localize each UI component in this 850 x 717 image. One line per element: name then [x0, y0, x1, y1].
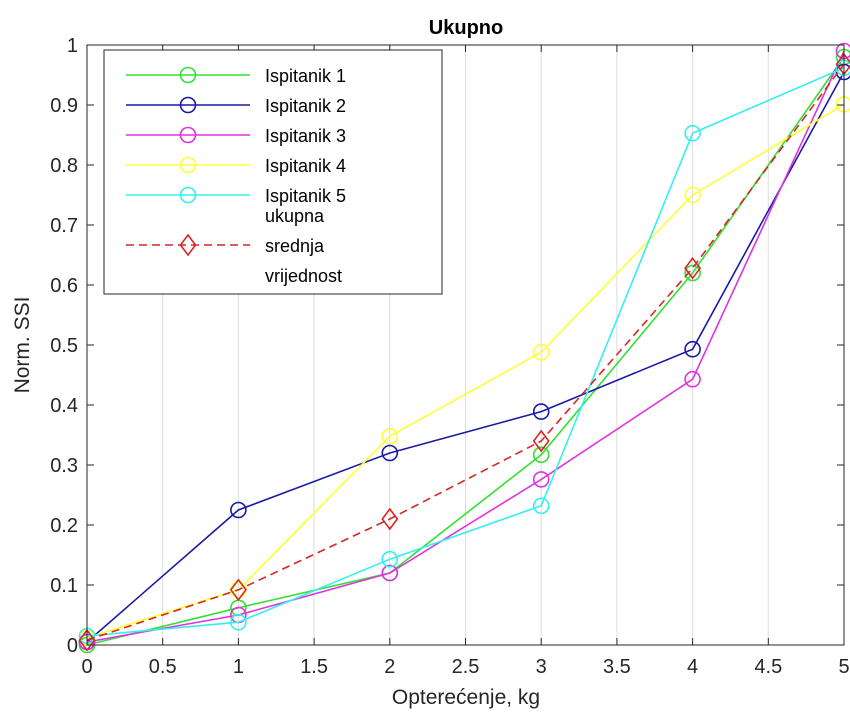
data-point-marker — [684, 256, 702, 280]
x-tick-label: 2.5 — [452, 656, 480, 678]
x-tick-label: 4 — [687, 656, 698, 678]
legend-box — [103, 49, 443, 295]
legend-label: vrijednost — [265, 266, 342, 286]
data-point-marker — [532, 497, 550, 515]
data-point-marker — [381, 564, 399, 582]
data-point-marker — [78, 628, 96, 652]
series-5 — [78, 59, 850, 645]
y-tick-label: 0.1 — [50, 575, 78, 597]
series-layer — [78, 42, 850, 654]
data-point-marker — [684, 124, 701, 142]
y-tick-label: 0.7 — [50, 215, 78, 237]
y-tick-label: 0.8 — [50, 155, 78, 177]
legend-swatch-marker — [179, 233, 197, 257]
legend-label: Ispitanik 2 — [265, 96, 346, 116]
data-point-marker — [532, 471, 550, 488]
y-tick-label: 0.6 — [50, 275, 78, 297]
legend-entry: Ispitanik 5 — [126, 186, 346, 206]
data-point-marker — [381, 444, 399, 462]
legend-swatch-marker — [179, 66, 197, 84]
x-tick-label: 5 — [838, 656, 849, 678]
legend-label: ukupna — [265, 206, 325, 226]
x-tick-label: 0 — [81, 656, 92, 678]
y-tick-label: 0.3 — [50, 455, 78, 477]
legend-entry: Ispitanik 4 — [126, 156, 346, 176]
x-tick-label: 0.5 — [149, 656, 177, 678]
series-line — [86, 56, 845, 646]
series-line — [86, 63, 845, 641]
data-point-marker — [684, 340, 701, 358]
series-line — [86, 50, 845, 643]
x-tick-label: 2 — [384, 656, 395, 678]
x-tick-label: 3 — [536, 656, 547, 678]
legend-label: Ispitanik 4 — [265, 156, 346, 176]
y-axis-label: Norm. SSI — [11, 297, 34, 394]
legend-entry: ukupna srednja vrijednost — [126, 206, 342, 286]
legend-label: Ispitanik 1 — [265, 66, 346, 86]
x-tick-label: 1 — [233, 656, 244, 678]
x-axis-label: Opterećenje, kg — [392, 686, 540, 709]
y-tick-label: 0.9 — [50, 95, 78, 117]
legend-label: srednja — [265, 236, 325, 256]
data-point-marker — [532, 343, 550, 361]
y-tick-label: 0.4 — [50, 395, 78, 417]
chart-title: Ukupno — [429, 17, 503, 39]
series-6 — [78, 52, 850, 652]
legend-label: Ispitanik 5 — [265, 186, 346, 206]
x-tick-label: 3.5 — [603, 656, 631, 678]
data-point-marker — [532, 403, 550, 420]
y-tick-label: 0.5 — [50, 335, 78, 357]
legend-swatch-marker — [179, 126, 197, 144]
legend-swatch-marker — [179, 186, 197, 204]
data-point-marker — [532, 429, 550, 453]
data-point-marker — [381, 507, 399, 531]
legend-label: Ispitanik 3 — [265, 126, 346, 146]
series-line — [86, 71, 845, 643]
data-point-marker — [230, 501, 247, 519]
data-point-marker — [684, 264, 701, 282]
data-point-marker — [684, 370, 701, 388]
series-line — [86, 67, 845, 637]
legend-swatch-marker — [179, 96, 197, 114]
x-tick-label: 1.5 — [300, 656, 328, 678]
data-point-marker — [532, 446, 550, 464]
tick-layer: 0 0.5 1 1.5 2 2.5 3 3.5 4 4.5 5 0 0.1 0.2 0.3 0.4 0.5 0.6… — [50, 35, 849, 678]
data-point-marker — [381, 427, 399, 445]
data-point-marker — [229, 578, 247, 602]
y-tick-label: 0 — [67, 635, 78, 657]
legend: Ispitanik 1 Ispitanik 2 Ispitanik 3 Ispitan… — [103, 49, 443, 295]
legend-entry: Ispitanik 2 — [126, 96, 346, 116]
y-tick-label: 0.2 — [50, 515, 78, 537]
x-tick-label: 4.5 — [754, 656, 782, 678]
data-point-marker — [684, 186, 701, 204]
y-tick-label: 1 — [67, 35, 78, 57]
data-point-marker — [381, 550, 399, 568]
legend-swatch-marker — [179, 156, 197, 174]
legend-entry: Ispitanik 1 — [126, 66, 346, 86]
data-point-marker — [230, 613, 247, 631]
legend-entry: Ispitanik 3 — [126, 126, 346, 146]
